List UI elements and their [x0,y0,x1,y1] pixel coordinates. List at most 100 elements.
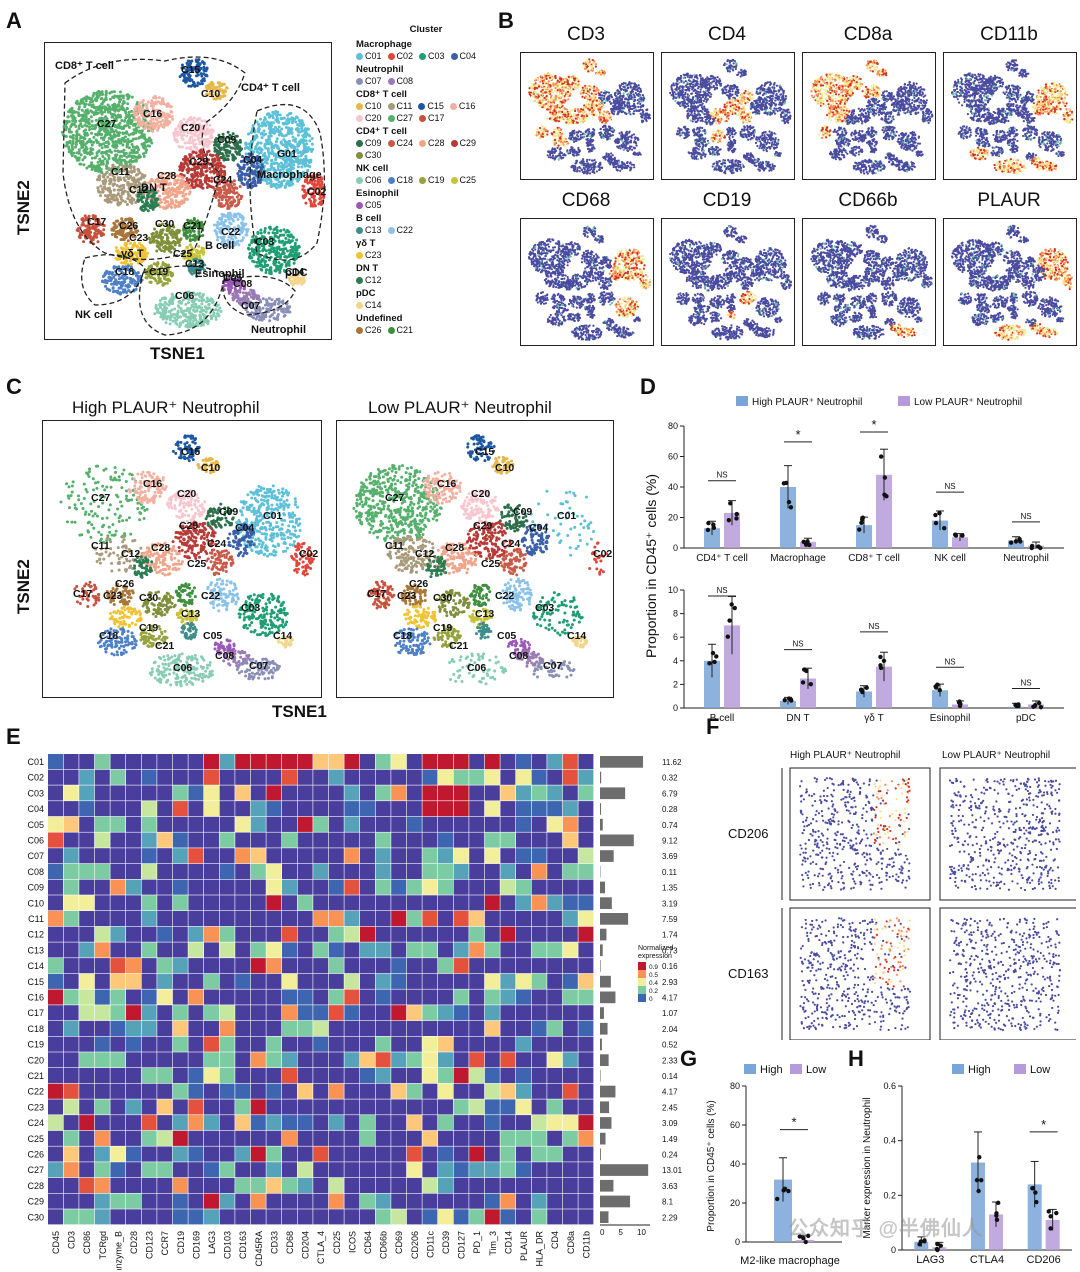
legend-item-c01: C01 [356,51,382,61]
heatmap-cell [547,1146,563,1162]
heatmap-cell [219,848,235,864]
legend-item-label: C09 [365,138,382,148]
heatmap-cell [110,879,126,895]
expression-points-c19 [848,145,864,157]
heatmap-cell [516,911,531,927]
heatmap-cell [188,1005,204,1021]
heatmap-cell [141,1115,157,1131]
heatmap-cell [282,769,297,785]
panel-label-e: E [6,724,21,750]
heatmap-cell [157,1193,173,1209]
heatmap-cell [94,801,110,817]
heatmap-cell [578,1146,594,1162]
heatmap-cell [110,1083,126,1099]
expression-points-c03 [1037,296,1063,318]
heatmap-cell [516,1130,531,1146]
cluster-label: C29 [189,156,208,168]
heatmap-cell [328,973,344,989]
heatmap-cell [328,989,344,1005]
cluster-c27-points [352,463,443,544]
heatmap-cell [79,785,95,801]
heatmap-cell [126,1115,141,1131]
heatmap-cell [188,1130,204,1146]
heatmap-cell [63,1068,79,1084]
expression-points-c18 [971,312,990,327]
heatmap-cell [172,958,188,974]
heatmap-cell [204,1005,219,1021]
heatmap-cell [406,785,422,801]
legend-dot [356,201,363,209]
heatmap-cell [438,832,453,848]
heatmap-cell [406,801,422,817]
heatmap-row-label: C18 [27,1024,44,1034]
panel-label-d: D [640,374,656,400]
heatmap-cell [531,1052,547,1068]
heatmap-cell [204,926,219,942]
heatmap-cell [500,1130,516,1146]
heatmap-cell [235,973,251,989]
heatmap-cell [297,1099,313,1115]
heatmap-cell [79,1177,95,1193]
heatmap-cell [469,1162,485,1178]
heatmap-cell [562,1146,578,1162]
heatmap-cell [126,785,141,801]
data-point [710,650,716,656]
heatmap-cell [110,1068,126,1084]
heatmap-cell [63,1162,79,1178]
category-label: CTLA4 [970,1254,1004,1266]
expression-points-c13 [586,310,596,319]
heatmap-cell [94,942,110,958]
heatmap-cell [360,1130,375,1146]
heatmap-cell [157,926,173,942]
cluster-proportion-bar [600,818,603,831]
significance-label: * [1041,1117,1046,1132]
heatmap-cell [219,1130,235,1146]
cluster-c24-points [499,547,528,577]
heatmap-cell [469,1193,485,1209]
heatmap-cell [157,816,173,832]
heatmap-cell [141,801,157,817]
legend-group-items: C10 C11 C15 C16 C20 C27 C17 [356,101,496,123]
cluster-proportion-value: 8.1 [662,1198,674,1207]
heatmap-cell [375,1130,391,1146]
cluster-label: C16 [143,478,162,490]
data-point [805,539,810,544]
legend-dot [356,226,363,234]
heatmap-cell [406,926,422,942]
legend-item-label: C12 [365,275,382,285]
heatmap-cell [110,801,126,817]
legend-swatch-low [898,396,910,406]
heatmap-col-label: CD28 [129,1231,139,1254]
heatmap-cell [406,769,422,785]
expression-points-c24 [1021,276,1036,290]
expression-points-c02 [1061,273,1073,291]
heatmap-cell [391,1052,407,1068]
heatmap-cell [235,911,251,927]
cluster-label: C04 [529,522,548,534]
expression-points-c02 [921,274,934,289]
expression-points-c04 [890,99,906,116]
legend-item-label: C29 [460,138,477,148]
heatmap-cell [172,926,188,942]
cluster-proportion-value: 0.14 [662,1072,678,1081]
heatmap-cell [172,863,188,879]
heatmap-cell [469,1020,485,1036]
heatmap-cell [375,816,391,832]
expression-points-c10 [876,68,888,78]
heatmap-cell [516,1209,531,1225]
heatmap-row-label: C09 [27,883,44,893]
heatmap-cell [344,879,360,895]
heatmap-cell [157,973,173,989]
cluster-c25-points [182,243,206,263]
heatmap-cell [188,1068,204,1084]
significance-label: * [871,417,876,432]
cluster-c28-points [140,541,184,577]
expression-points-c02 [779,108,792,125]
heatmap-cell [313,863,329,879]
expression-points-c06 [993,323,1027,341]
heatmap-cell [469,1036,485,1052]
data-point [1031,704,1036,710]
expression-points-c11 [685,269,710,290]
heatmap-cell [484,785,500,801]
expression-points-c16 [843,75,864,92]
